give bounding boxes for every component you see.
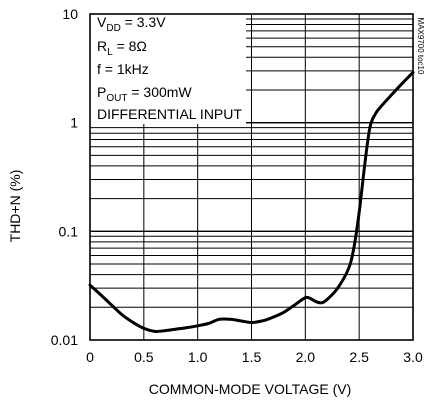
y-tick-label: 0.01 xyxy=(51,332,78,348)
x-tick-label: 0.5 xyxy=(134,349,154,365)
y-tick-label: 0.1 xyxy=(59,223,79,239)
legend-pout: POUT = 300mW xyxy=(97,84,192,104)
x-tick-label: 0 xyxy=(86,349,94,365)
grid xyxy=(90,14,413,340)
x-tick-label: 2.0 xyxy=(296,349,316,365)
thd-curve xyxy=(88,70,415,333)
legend-differential-input: DIFFERENTIAL INPUT xyxy=(97,106,242,122)
legend-box: VDD = 3.3V RL = 8Ω f = 1kHz POUT = 300mW… xyxy=(88,12,246,124)
legend-vdd: VDD = 3.3V xyxy=(97,14,166,34)
figure-id-label: MAX9700 toc10 xyxy=(416,18,425,75)
plot-border xyxy=(89,13,414,341)
x-axis-title: COMMON-MODE VOLTAGE (V) xyxy=(149,381,351,397)
legend-freq: f = 1kHz xyxy=(97,61,149,77)
y-tick-label: 1 xyxy=(70,115,78,131)
y-tick-label: 10 xyxy=(62,6,78,22)
y-axis-title: THD+N (%) xyxy=(7,170,23,243)
ticks: 0 0.5 1.0 1.5 2.0 2.5 3.0 0.01 0.1 1 10 xyxy=(51,6,423,365)
x-tick-label: 1.5 xyxy=(242,349,262,365)
legend-rl: RL = 8Ω xyxy=(97,38,147,58)
x-tick-label: 1.0 xyxy=(188,349,208,365)
x-tick-label: 3.0 xyxy=(403,349,423,365)
x-tick-label: 2.5 xyxy=(349,349,369,365)
